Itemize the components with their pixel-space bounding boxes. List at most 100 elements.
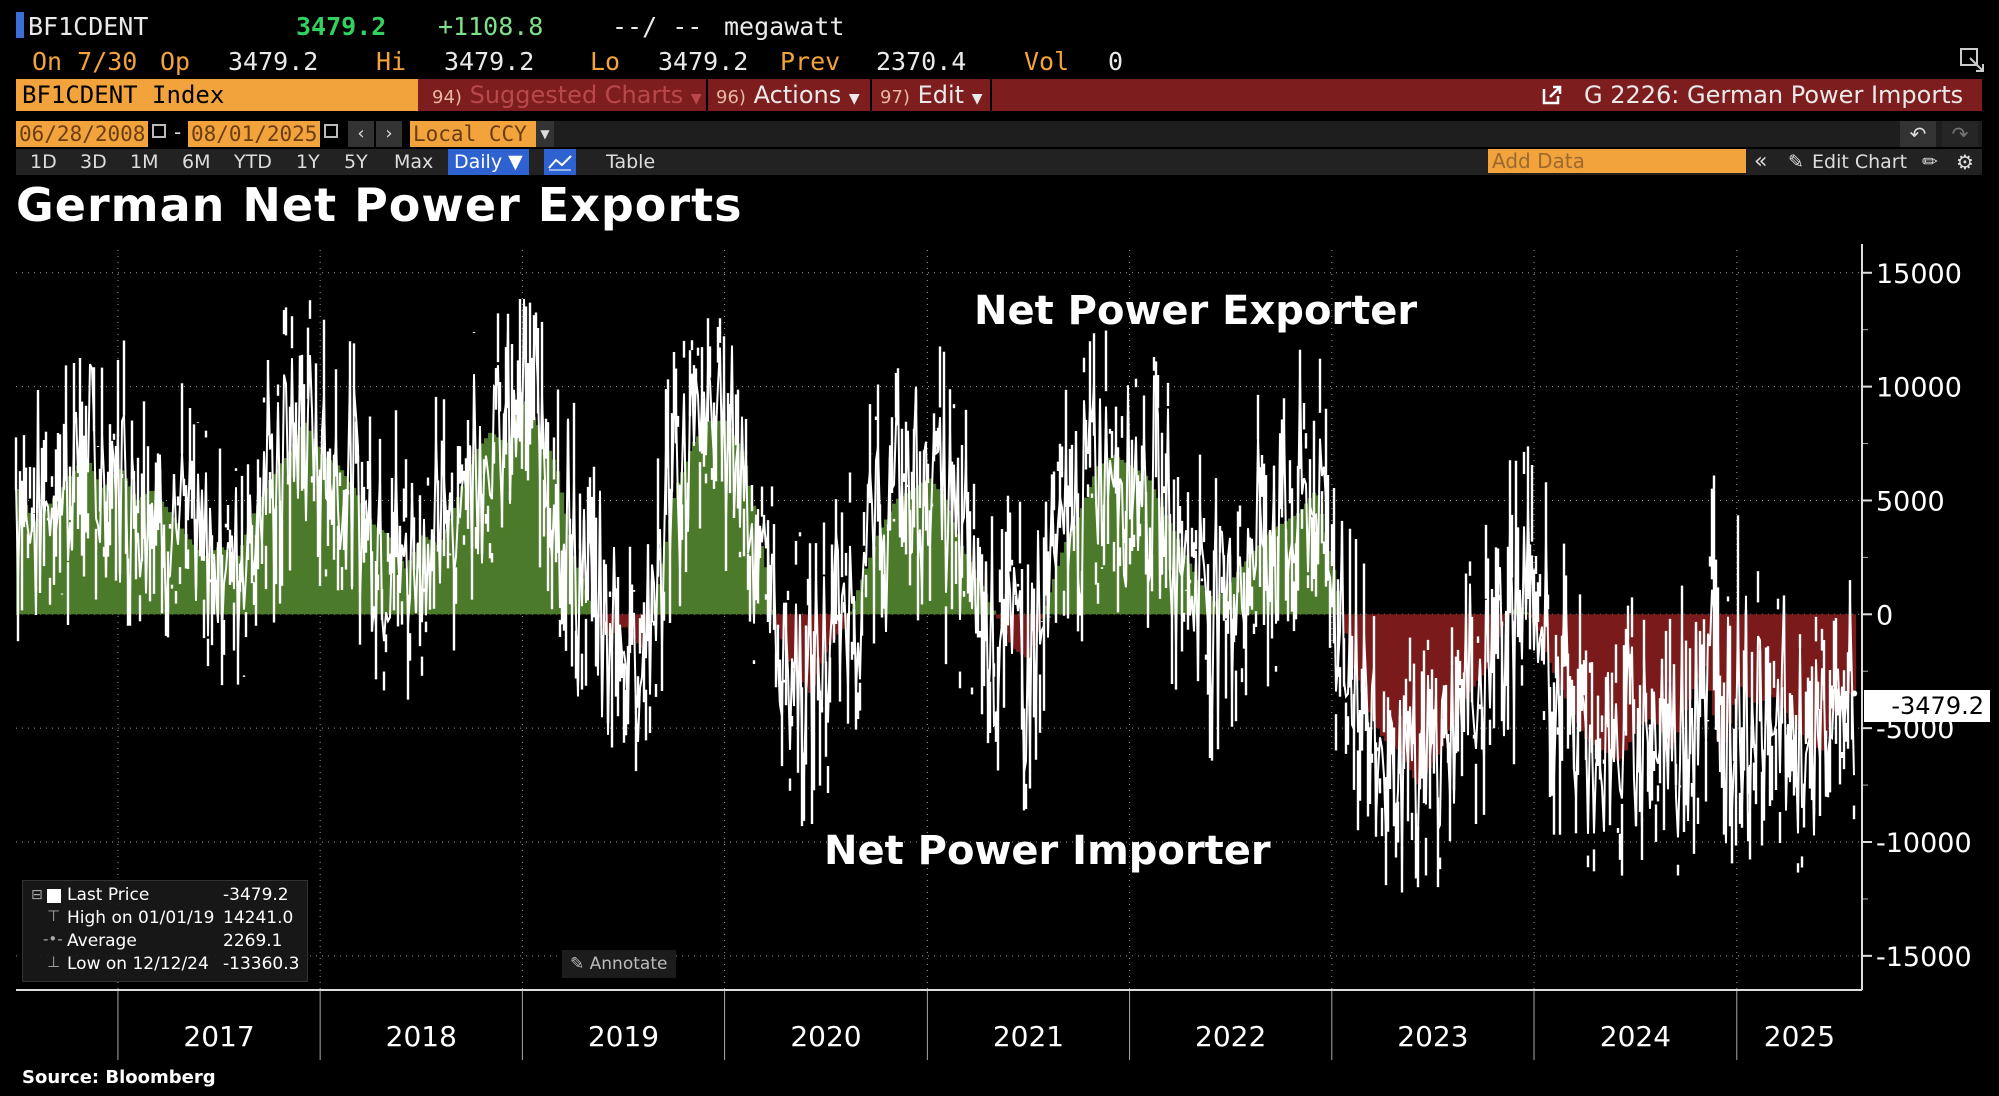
start-date-field[interactable]: 06/28/2008: [16, 121, 148, 147]
area-fill-bar: [1056, 565, 1061, 615]
currency-select[interactable]: Local CCY: [410, 121, 536, 147]
redo-icon[interactable]: ↷: [1942, 121, 1978, 147]
edit-layout-icon[interactable]: ✏: [1922, 151, 1938, 173]
area-fill-bar: [1784, 614, 1789, 714]
annotate-button[interactable]: ✎ Annotate: [562, 950, 676, 978]
chevron-down-icon: ▼: [848, 91, 860, 107]
gear-icon[interactable]: ⚙: [1956, 150, 1974, 174]
area-fill-bar: [1084, 497, 1089, 615]
line-chart-icon[interactable]: [544, 149, 576, 175]
prev-label: Prev: [780, 47, 841, 76]
area-fill-bar: [620, 614, 625, 628]
area-fill-bar: [1012, 614, 1017, 650]
chevron-down-icon[interactable]: ▼: [536, 121, 554, 147]
net-change: +1108.8: [438, 12, 544, 41]
area-fill-bar: [132, 494, 137, 615]
area-fill-bar: [192, 544, 197, 615]
area-fill-bar: [1360, 614, 1365, 693]
legend-value: 2269.1: [223, 931, 283, 951]
period-1m[interactable]: 1M: [130, 151, 159, 173]
area-fill-bar: [972, 569, 977, 615]
area-fill-bar: [896, 498, 901, 615]
end-date-field[interactable]: 08/01/2025: [188, 121, 320, 147]
area-fill-bar: [1768, 614, 1773, 696]
area-fill-bar: [776, 614, 781, 629]
pencil-icon[interactable]: ✎: [1788, 151, 1804, 173]
area-fill-bar: [856, 590, 861, 615]
area-fill-bar: [572, 556, 577, 615]
period-1y[interactable]: 1Y: [296, 151, 320, 173]
area-fill-bar: [1256, 545, 1261, 615]
collapse-box-icon[interactable]: ⊟: [31, 887, 43, 903]
divider: [706, 79, 708, 111]
area-fill-bar: [1704, 614, 1709, 667]
area-fill-bar: [664, 541, 669, 615]
period-1d[interactable]: 1D: [30, 151, 57, 173]
edit-chart-button[interactable]: Edit Chart: [1812, 151, 1908, 173]
area-fill-bar: [1720, 614, 1725, 761]
period-ytd[interactable]: YTD: [234, 151, 272, 173]
chevron-right-icon[interactable]: ›: [376, 121, 402, 147]
frequency-select[interactable]: Daily ▼: [448, 149, 529, 175]
area-fill-bar: [48, 503, 53, 615]
importer-annotation: Net Power Importer: [824, 828, 1271, 874]
add-data-input[interactable]: Add Data: [1488, 149, 1746, 173]
y-tick-label: -15000: [1876, 942, 1972, 973]
suggested-label: Suggested Charts: [469, 81, 684, 109]
area-fill-bar: [1460, 614, 1465, 707]
legend-label: High on 01/01/19: [67, 908, 215, 928]
area-fill-bar: [1656, 614, 1661, 725]
suggested-charts-menu[interactable]: 94) Suggested Charts ▼: [432, 79, 702, 111]
last-price: 3479.2: [296, 12, 387, 41]
area-fill-bar: [1368, 614, 1373, 713]
chevron-left-icon[interactable]: ‹: [348, 121, 374, 147]
y-tick-label: 5000: [1876, 486, 1945, 517]
area-fill-bar: [372, 524, 377, 615]
area-fill-bar: [1760, 614, 1765, 701]
security-field[interactable]: BF1CDENT Index: [16, 79, 418, 111]
area-fill-bar: [1676, 614, 1681, 733]
area-fill-bar: [1752, 614, 1757, 703]
external-link-icon[interactable]: [1540, 83, 1564, 107]
area-fill-bar: [728, 427, 733, 615]
area-fill-bar: [1788, 614, 1793, 719]
actions-menu[interactable]: 96) Actions ▼: [716, 79, 860, 111]
undo-icon[interactable]: ↶: [1900, 121, 1936, 147]
area-fill-bar: [200, 555, 205, 615]
area-fill-bar: [308, 430, 313, 615]
area-fill-bar: [1840, 614, 1845, 694]
range-dash: -: [174, 120, 182, 144]
ticker[interactable]: BF1CDENT: [28, 12, 149, 41]
prev-value: 2370.4: [876, 47, 967, 76]
area-fill-bar: [796, 614, 801, 678]
area-fill-bar: [352, 487, 357, 615]
area-fill-bar: [544, 441, 549, 615]
area-fill-bar: [1060, 552, 1065, 615]
area-fill-bar: [952, 522, 957, 615]
axes: [16, 244, 1872, 1060]
edit-menu[interactable]: 97) Edit ▼: [880, 79, 982, 111]
period-6m[interactable]: 6M: [182, 151, 211, 173]
popout-icon[interactable]: [1958, 46, 1986, 74]
table-button[interactable]: Table: [606, 151, 656, 173]
area-fill-bar: [96, 479, 101, 615]
calendar-icon[interactable]: [324, 124, 338, 138]
area-fill-bar: [836, 614, 841, 635]
collapse-icon[interactable]: «: [1754, 149, 1768, 174]
calendar-icon[interactable]: [152, 124, 166, 138]
suggested-num: 94): [432, 87, 462, 108]
area-fill-bar: [552, 459, 557, 615]
period-3d[interactable]: 3D: [80, 151, 107, 173]
area-fill-bar: [1388, 614, 1393, 744]
price-line: [15, 298, 1855, 868]
area-fill-bar: [1352, 614, 1357, 669]
area-fill-bar: [1472, 614, 1477, 687]
area-fill-bar: [876, 535, 881, 615]
period-5y[interactable]: 5Y: [344, 151, 368, 173]
area-fill-bar: [1292, 515, 1297, 615]
area-fill-bar: [996, 614, 1001, 619]
area-fill-bar: [1376, 614, 1381, 729]
low-marker-icon: ⊥: [47, 953, 61, 971]
period-max[interactable]: Max: [394, 151, 434, 173]
area-fill-bar: [28, 512, 33, 615]
